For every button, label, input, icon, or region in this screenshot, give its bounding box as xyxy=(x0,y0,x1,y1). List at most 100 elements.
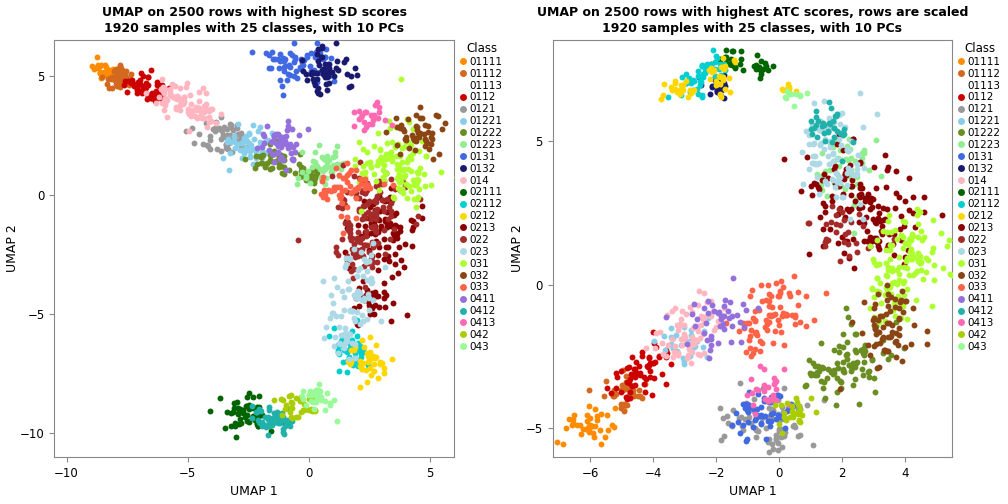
02112 xyxy=(709,73,725,81)
032 xyxy=(392,150,408,158)
022 xyxy=(376,177,392,185)
031 xyxy=(912,259,928,267)
01222 xyxy=(262,151,278,159)
0412 xyxy=(244,402,260,410)
01222 xyxy=(306,174,323,182)
01222 xyxy=(302,175,319,183)
01113 xyxy=(653,351,669,359)
02112 xyxy=(347,354,363,362)
0121 xyxy=(214,127,230,135)
0131 xyxy=(769,391,785,399)
023 xyxy=(804,152,821,160)
0131 xyxy=(741,401,757,409)
0411 xyxy=(284,125,300,134)
022 xyxy=(351,207,367,215)
01222 xyxy=(888,318,904,326)
033 xyxy=(741,319,757,327)
01111 xyxy=(581,428,597,436)
0213 xyxy=(370,292,386,300)
0112 xyxy=(622,388,638,396)
01111 xyxy=(590,412,606,420)
023 xyxy=(842,215,858,223)
033 xyxy=(742,344,758,352)
01222 xyxy=(304,166,321,174)
033 xyxy=(312,190,329,198)
0131 xyxy=(275,91,291,99)
02112 xyxy=(680,75,697,83)
0112 xyxy=(147,97,163,105)
0121 xyxy=(746,395,762,403)
0131 xyxy=(275,57,291,65)
023 xyxy=(335,287,351,295)
0132 xyxy=(297,71,313,79)
0412 xyxy=(809,117,826,125)
031 xyxy=(366,170,382,178)
0121 xyxy=(804,440,821,449)
0132 xyxy=(309,57,326,66)
014 xyxy=(682,339,699,347)
0121 xyxy=(207,127,223,135)
0121 xyxy=(761,415,777,423)
0132 xyxy=(311,61,328,70)
022 xyxy=(381,203,397,211)
0131 xyxy=(309,70,326,78)
01223 xyxy=(856,146,872,154)
022 xyxy=(800,219,816,227)
01112 xyxy=(113,73,129,81)
0213 xyxy=(381,193,397,201)
033 xyxy=(747,306,763,314)
033 xyxy=(763,292,779,300)
0412 xyxy=(279,416,295,424)
031 xyxy=(883,227,899,235)
014 xyxy=(686,336,703,344)
01222 xyxy=(262,140,278,148)
02112 xyxy=(703,60,719,69)
022 xyxy=(349,234,365,242)
014 xyxy=(676,321,692,329)
042 xyxy=(785,413,801,421)
0213 xyxy=(385,236,401,244)
0121 xyxy=(738,399,754,407)
0121 xyxy=(777,414,793,422)
043 xyxy=(295,387,311,395)
02112 xyxy=(697,69,713,77)
033 xyxy=(769,316,785,324)
033 xyxy=(333,195,349,203)
022 xyxy=(343,236,359,244)
022 xyxy=(348,188,364,197)
02112 xyxy=(351,357,367,365)
0132 xyxy=(714,78,730,86)
014 xyxy=(156,94,172,102)
023 xyxy=(811,125,828,134)
0413 xyxy=(353,113,369,121)
014 xyxy=(669,349,685,357)
0132 xyxy=(712,90,728,98)
0112 xyxy=(641,359,657,367)
031 xyxy=(354,169,370,177)
02112 xyxy=(695,61,711,69)
01222 xyxy=(263,151,279,159)
042 xyxy=(284,399,300,407)
023 xyxy=(805,159,822,167)
014 xyxy=(703,312,719,321)
031 xyxy=(889,266,905,274)
0132 xyxy=(692,81,709,89)
0112 xyxy=(147,96,163,104)
032 xyxy=(412,103,428,111)
02112 xyxy=(698,64,714,72)
023 xyxy=(316,277,332,285)
033 xyxy=(316,185,332,194)
02111 xyxy=(239,402,255,410)
0411 xyxy=(261,146,277,154)
0213 xyxy=(351,284,367,292)
014 xyxy=(670,351,686,359)
0213 xyxy=(809,183,826,191)
022 xyxy=(358,181,374,190)
0213 xyxy=(884,239,900,247)
022 xyxy=(349,247,365,256)
031 xyxy=(911,259,927,267)
0112 xyxy=(628,358,644,366)
0121 xyxy=(747,424,763,432)
01112 xyxy=(112,83,128,91)
0411 xyxy=(268,130,284,138)
